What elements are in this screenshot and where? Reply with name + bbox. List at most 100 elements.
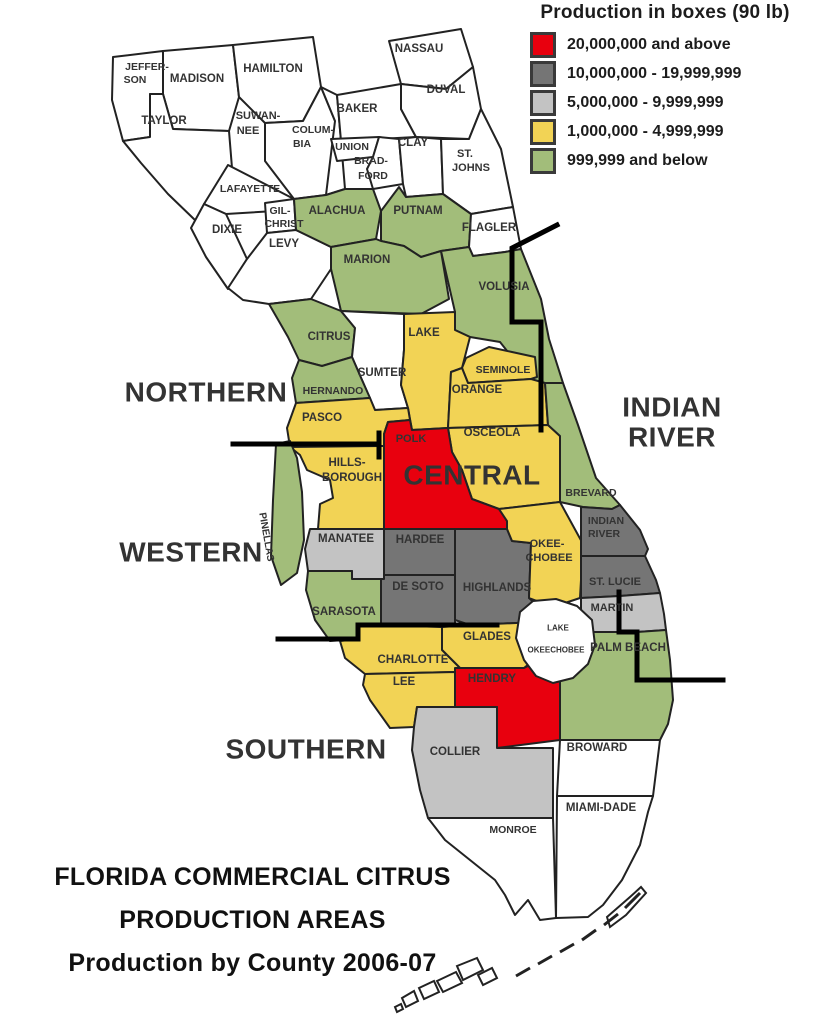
county-label-volusia: VOLUSIA <box>478 281 529 293</box>
county-label-miami-dade: MIAMI-DADE <box>566 802 637 814</box>
legend-items: 20,000,000 and above 10,000,000 - 19,999,… <box>500 32 830 174</box>
county-label-levy: LEVY <box>269 238 299 250</box>
county-label-highlands: HIGHLANDS <box>463 582 532 594</box>
county-label-hardee: HARDEE <box>396 534 445 546</box>
county-label-st-johns: JOHNS <box>452 162 490 174</box>
legend-item: 1,000,000 - 4,999,999 <box>530 119 830 145</box>
county-miami-dade <box>555 795 654 919</box>
county-label-seminole: SEMINOLE <box>476 364 531 376</box>
county-label-indian-river: RIVER <box>588 528 621 540</box>
map-title-line2: PRODUCTION AREAS <box>119 906 386 934</box>
map-title-line1: FLORIDA COMMERCIAL CITRUS <box>54 863 451 891</box>
region-label-central: CENTRAL <box>403 460 540 491</box>
florida-keys-island <box>476 966 499 987</box>
florida-keys-chain <box>515 891 642 978</box>
county-label-madison: MADISON <box>170 73 224 85</box>
legend-swatch-dark_gray <box>530 61 556 87</box>
county-label-charlotte: CHARLOTTE <box>378 654 449 666</box>
county-label-hendry: HENDRY <box>468 673 516 685</box>
county-label-bradford: FORD <box>358 170 388 182</box>
region-divider-line <box>275 622 500 642</box>
county-label-hernando: HERNANDO <box>303 385 364 397</box>
county-label-lee: LEE <box>393 676 416 688</box>
county-label-nassau: NASSAU <box>395 43 444 55</box>
legend-swatch-light_gray <box>530 90 556 116</box>
county-label-suwannee: NEE <box>237 125 260 137</box>
county-label-union: UNION <box>335 141 369 153</box>
county-label-baker: BAKER <box>337 103 379 115</box>
county-label-st-johns: ST. <box>457 148 473 160</box>
county-label-flagler: FLAGLER <box>462 222 517 234</box>
county-label-duval: DUVAL <box>427 84 466 96</box>
legend-swatch-red <box>530 32 556 58</box>
legend-label: 5,000,000 - 9,999,999 <box>567 94 724 111</box>
county-label-suwannee: SUWAN- <box>236 110 281 122</box>
county-label-hamilton: HAMILTON <box>243 63 303 75</box>
county-label-alachua: ALACHUA <box>309 205 366 217</box>
county-label-osceola: OSCEOLA <box>464 427 521 439</box>
county-label-glades: GLADES <box>463 631 511 643</box>
county-label-broward: BROWARD <box>567 742 628 754</box>
county-levy <box>227 229 332 305</box>
county-label-taylor: TAYLOR <box>141 115 187 127</box>
county-label-lake-okeechobee: OKEECHOBEE <box>528 646 586 655</box>
county-monroe <box>427 817 557 921</box>
region-label-southern: SOUTHERN <box>225 734 386 765</box>
county-label-gilchrist: CHRIST <box>264 218 304 230</box>
county-label-orange: ORANGE <box>452 384 503 396</box>
county-label-sumter: SUMTER <box>358 367 407 379</box>
county-label-pasco: PASCO <box>302 412 342 424</box>
county-label-jefferson: JEFFER- <box>125 61 169 73</box>
county-label-columbia: BIA <box>293 138 312 150</box>
county-label-hillsborough: HILLS- <box>328 457 365 469</box>
county-label-jefferson: SON <box>124 74 147 86</box>
legend-swatch-yellow <box>530 119 556 145</box>
county-label-lake-okeechobee: LAKE <box>547 624 569 633</box>
region-divider-line <box>509 221 561 433</box>
county-pinellas <box>270 440 305 586</box>
county-label-st-lucie: ST. LUCIE <box>589 576 641 588</box>
region-label-indian: INDIAN <box>622 392 721 423</box>
legend-label: 20,000,000 and above <box>567 36 731 53</box>
county-lake-okeechobee <box>515 598 596 684</box>
county-taylor <box>122 93 233 222</box>
legend-title: Production in boxes (90 lb) <box>540 2 790 23</box>
legend-label: 10,000,000 - 19,999,999 <box>567 65 742 82</box>
legend-label: 999,999 and below <box>567 152 708 169</box>
legend-item: 10,000,000 - 19,999,999 <box>530 61 830 87</box>
county-label-columbia: COLUM- <box>292 124 334 136</box>
region-divider-line <box>616 589 726 683</box>
county-label-citrus: CITRUS <box>308 331 351 343</box>
region-label-western: WESTERN <box>119 537 263 568</box>
county-okeechobee <box>498 501 584 608</box>
legend-item: 5,000,000 - 9,999,999 <box>530 90 830 116</box>
county-label-hillsborough: BOROUGH <box>322 472 382 484</box>
county-label-putnam: PUTNAM <box>393 205 442 217</box>
legend-item: 20,000,000 and above <box>530 32 830 58</box>
florida-keys-island <box>455 956 485 982</box>
county-label-manatee: MANATEE <box>318 533 374 545</box>
county-label-clay: CLAY <box>398 137 429 149</box>
county-label-martin: MARTIN <box>591 602 634 614</box>
map-title-block: FLORIDA COMMERCIAL CITRUS PRODUCTION ARE… <box>0 856 505 985</box>
county-label-marion: MARION <box>344 254 391 266</box>
region-label-northern: NORTHERN <box>125 377 288 408</box>
county-label-bradford: BRAD- <box>354 155 388 167</box>
county-label-dixie: DIXIE <box>212 224 242 236</box>
county-label-monroe: MONROE <box>489 824 536 836</box>
county-label-brevard: BREVARD <box>565 487 617 499</box>
county-label-lake: LAKE <box>408 327 440 339</box>
county-hillsborough <box>289 445 385 530</box>
florida-keys-island <box>400 989 420 1009</box>
legend-item: 999,999 and below <box>530 148 830 174</box>
county-label-polk: POLK <box>396 433 427 445</box>
florida-keys-island <box>417 979 441 1001</box>
county-label-collier: COLLIER <box>430 746 481 758</box>
county-label-okeechobee: OKEE- <box>530 538 565 550</box>
county-label-palm-beach: PALM BEACH <box>590 642 666 654</box>
production-legend: Production in boxes (90 lb) 20,000,000 a… <box>500 2 830 179</box>
region-label-river: RIVER <box>628 422 716 453</box>
county-label-okeechobee: CHOBEE <box>525 552 572 564</box>
